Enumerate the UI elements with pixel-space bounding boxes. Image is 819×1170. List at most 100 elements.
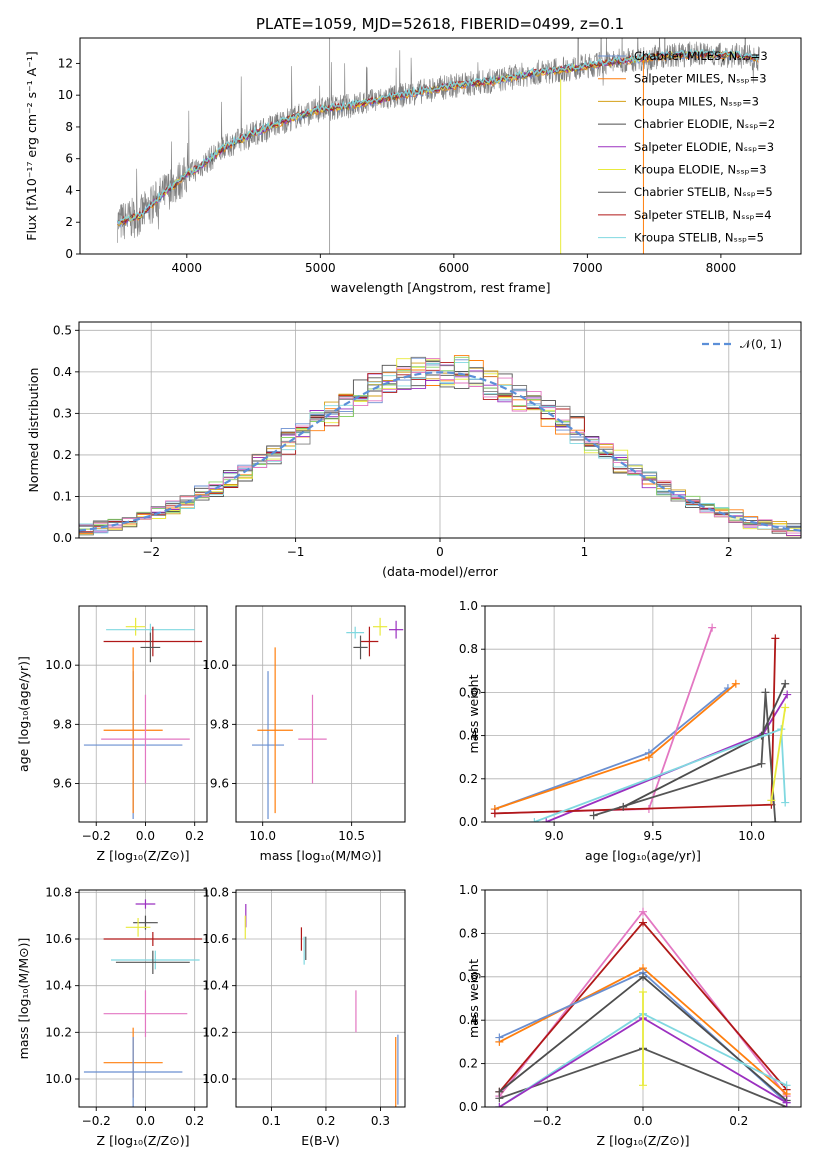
y-tick-label: 0.5: [53, 323, 72, 337]
errorbar-point: [346, 626, 365, 639]
data-point-marker: [782, 1081, 791, 1090]
errorbar-point: [125, 918, 151, 937]
y-tick-label: 0.2: [459, 772, 478, 786]
x-tick-label: −1: [287, 545, 305, 559]
spectrum-title: PLATE=1059, MJD=52618, FIBERID=0499, z=0…: [256, 15, 624, 33]
errorbar-point: [360, 626, 379, 657]
y-axis-label: age [log₁₀(age/yr)]: [16, 656, 31, 772]
axes-frame: [235, 889, 406, 1108]
data-point-marker: [530, 818, 539, 822]
age-vs-mass-panel: 10.0 10.5 9.6 9.8 10.0 mass [log₁₀(M/M⊙)]: [202, 605, 406, 863]
data-point-marker: [589, 811, 598, 820]
data-point-marker: [782, 1098, 791, 1107]
data-point-marker: [639, 907, 647, 916]
errorbar-point: [140, 632, 161, 663]
y-tick-label: 6: [65, 152, 73, 166]
y-tick-label: 10.6: [45, 932, 72, 946]
mass-weight-line: [494, 627, 713, 815]
y-tick-label: 8: [65, 120, 73, 134]
y-tick-label: 10.0: [45, 1072, 72, 1086]
x-tick-label: 5000: [305, 261, 336, 275]
plot-area: [244, 904, 399, 1107]
data-point-marker: [771, 634, 780, 643]
legend-entry: Chabrier MILES, Nₛₛₚ=3: [634, 49, 768, 63]
legend-entry: Salpeter STELIB, Nₛₛₚ=4: [634, 208, 772, 222]
legend-entry: Salpeter ELODIE, Nₛₛₚ=3: [634, 140, 774, 154]
axes-frame: [484, 889, 802, 1108]
y-tick-label: 9.8: [210, 717, 229, 731]
plot-area: [79, 355, 801, 537]
axes-frame: [78, 321, 802, 539]
x-tick-label: 10.5: [338, 829, 365, 843]
x-axis-label: Z [log₁₀(Z/Z⊙)]: [97, 1133, 190, 1148]
x-axis-label: age [log₁₀(age/yr)]: [585, 848, 701, 863]
plot-area: [116, 38, 760, 254]
errorbar-point: [353, 635, 368, 660]
mass-weight-line: [494, 687, 729, 810]
mass-vs-metallicity-panel: −0.2 0.0 0.2 10.0 10.2 10.4 10.6 10.8 Z [log₁₀(Z…: [16, 885, 208, 1148]
data-point-marker: [761, 688, 770, 697]
y-tick-label: 0.2: [459, 1057, 478, 1071]
y-tick-label: 0.8: [459, 926, 478, 940]
x-tick-label: −2: [142, 545, 160, 559]
mass-vs-extinction-panel: 0.1 0.2 0.3 10.0 10.2 10.4 10.6 10.8 E(B-V): [202, 885, 406, 1148]
data-point-marker: [639, 972, 647, 981]
data-point-marker: [639, 918, 647, 927]
axes-frame: [79, 37, 802, 255]
data-point-marker: [490, 809, 499, 818]
y-axis-label: mass weight: [466, 959, 481, 1038]
y-tick-label: 0.8: [459, 642, 478, 656]
data-point-marker: [639, 987, 647, 996]
x-tick-label: 0.3: [371, 1114, 390, 1128]
mass-weight-line: [622, 683, 787, 808]
y-tick-label: 0.4: [459, 729, 478, 743]
legend: 𝒩(0, 1): [702, 337, 782, 351]
y-tick-label: 10.0: [202, 1072, 229, 1086]
errorbar-point: [101, 694, 190, 784]
residual-distribution-panel: −2 −1 0 1 2 0.0 0.1 0.2 0.3 0.4 0.5 (data-model)/er…: [26, 321, 802, 579]
x-tick-label: 0.2: [316, 1114, 335, 1128]
data-point-marker: [495, 1033, 504, 1042]
errorbar-point: [103, 990, 188, 1037]
x-tick-label: 7000: [572, 261, 603, 275]
y-tick-label: 0.0: [459, 815, 478, 829]
x-axis-label: (data-model)/error: [382, 564, 499, 579]
legend-entry: Salpeter MILES, Nₛₛₚ=3: [634, 72, 767, 86]
x-tick-label: 1: [581, 545, 589, 559]
residual-histogram: [79, 356, 801, 536]
spectrum-panel: PLATE=1059, MJD=52618, FIBERID=0499, z=0…: [24, 15, 802, 295]
errorbar-point: [115, 950, 190, 974]
errorbar-point: [125, 617, 146, 636]
errorbar-point: [252, 671, 285, 820]
x-tick-label: 9.5: [643, 829, 662, 843]
y-tick-label: 0.0: [459, 1100, 478, 1114]
y-tick-label: 10.8: [45, 885, 72, 899]
data-point-marker: [639, 1081, 647, 1090]
model-spectrum-line: [116, 48, 759, 226]
x-axis-label: Z [log₁₀(Z/Z⊙)]: [597, 1133, 690, 1148]
y-tick-label: 1.0: [459, 599, 478, 613]
x-tick-label: −0.2: [82, 829, 111, 843]
legend-entry: Chabrier STELIB, Nₛₛₚ=5: [634, 185, 773, 199]
errorbar-point: [103, 932, 203, 946]
x-tick-label: 0.0: [633, 1114, 652, 1128]
x-tick-label: 0.2: [729, 1114, 748, 1128]
data-point-marker: [644, 753, 653, 762]
legend-entry: 𝒩(0, 1): [740, 337, 782, 351]
normal-curve-line: [79, 371, 801, 532]
data-point-marker: [757, 759, 766, 768]
y-tick-label: 9.8: [53, 717, 72, 731]
plot-area: [490, 623, 792, 822]
x-tick-label: 0.2: [185, 1114, 204, 1128]
errorbar-point: [298, 694, 327, 784]
errorbar-point: [135, 899, 156, 909]
y-tick-label: 10: [58, 88, 73, 102]
data-point-marker: [708, 623, 717, 632]
x-tick-label: 10.0: [249, 829, 276, 843]
x-tick-label: 9.0: [545, 829, 564, 843]
x-tick-label: 10.0: [738, 829, 765, 843]
data-point-marker: [771, 818, 780, 822]
x-tick-label: 0.0: [136, 829, 155, 843]
y-axis-label: Normed distribution: [26, 368, 41, 493]
